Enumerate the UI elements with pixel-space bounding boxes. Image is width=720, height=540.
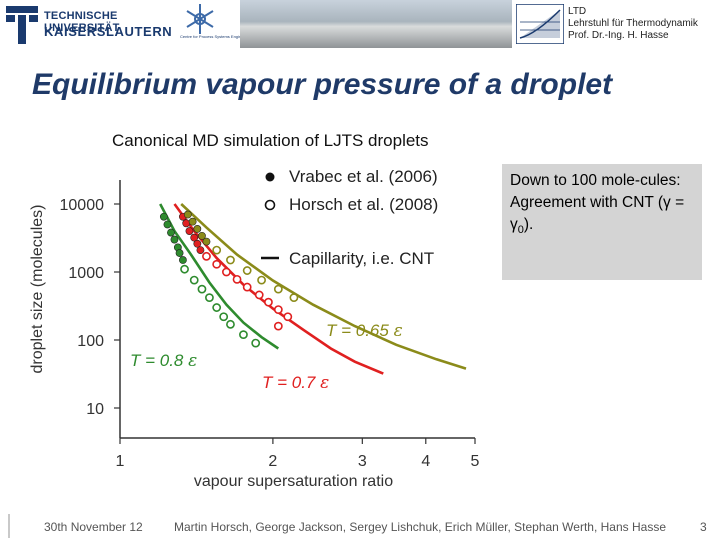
point-horsch-green: [226, 319, 235, 329]
y-tick-label: 100: [77, 333, 104, 350]
point-horsch-olive: [273, 284, 283, 294]
ltd-logo-icon: [516, 4, 564, 44]
point-vrabec-green: [159, 212, 168, 221]
x-axis-label: vapour supersaturation ratio: [194, 473, 393, 490]
point-horsch-red: [283, 312, 293, 322]
footer-date: 30th November 12: [44, 520, 143, 534]
chart-curves: [159, 203, 467, 375]
y-tick-label: 10: [86, 401, 104, 418]
point-vrabec-olive: [183, 210, 192, 219]
series-label-olive: T = 0.65 ε: [326, 321, 403, 341]
point-vrabec-red: [185, 227, 194, 235]
page-number: 3: [700, 520, 707, 534]
legend-label: Vrabec et al. (2006): [289, 167, 438, 186]
point-horsch-green: [251, 338, 261, 348]
point-horsch-red: [202, 251, 211, 261]
agreement-note: Down to 100 mole-cules: Agreement with C…: [502, 164, 702, 280]
legend-open-marker: [264, 199, 276, 211]
chart-legend: Vrabec et al. (2006) Horsch et al. (2008)…: [261, 167, 438, 268]
x-tick-label: 2: [268, 453, 277, 470]
y-tick-label: 10000: [60, 197, 105, 214]
chart-axes: 10 100 1000 10000 1 2 3 4 5 vapour supersaturatio…: [29, 180, 480, 490]
university-name-line2: KAISERSLAUTERN: [44, 24, 173, 39]
point-horsch-red: [273, 305, 283, 314]
snowflake-icon: [186, 4, 214, 34]
point-vrabec-olive: [202, 237, 211, 246]
curve-green: [159, 203, 280, 350]
point-vrabec-green: [170, 235, 179, 244]
point-vrabec-green: [179, 256, 187, 264]
x-tick-label: 3: [358, 453, 367, 470]
droplet-size-chart: 10 100 1000 10000 1 2 3 4 5 vapour supersaturatio…: [29, 167, 480, 490]
point-horsch-green: [219, 312, 229, 322]
header: TECHNISCHE UNIVERSITÄT KAISERSLAUTERN Ce…: [0, 0, 720, 50]
chair-name: Lehrstuhl für Thermodynamik: [568, 18, 698, 29]
point-horsch-green: [205, 293, 214, 303]
point-horsch-green: [197, 284, 207, 294]
epsilon-symbol: ε: [320, 373, 329, 393]
point-vrabec-green: [163, 220, 172, 229]
university-name-line1: TECHNISCHE UNIVERSITÄT: [44, 10, 120, 34]
chart-points: [159, 210, 299, 348]
legend-label: Capillarity, i.e. CNT: [289, 249, 434, 268]
point-horsch-green: [239, 330, 248, 340]
chair-abbrev: LTD: [568, 6, 587, 17]
point-horsch-red: [242, 282, 252, 292]
footer-authors: Martin Horsch, George Jackson, Sergey Li…: [174, 520, 666, 534]
epsilon-symbol: ε: [188, 351, 197, 371]
series-label-green: T = 0.8 ε: [130, 351, 197, 371]
point-horsch-green: [189, 275, 199, 285]
point-vrabec-olive: [198, 231, 206, 240]
legend-label: Horsch et al. (2008): [289, 195, 438, 214]
point-horsch-red: [212, 259, 222, 269]
point-horsch-olive: [257, 275, 266, 285]
x-tick-label: 1: [116, 453, 125, 470]
slide-subtitle: Canonical MD simulation of LJTS droplets: [112, 131, 429, 150]
point-horsch-olive: [212, 245, 222, 255]
university-mark-icon: [6, 6, 38, 44]
footer-divider: [8, 514, 10, 538]
point-vrabec-red: [182, 219, 191, 228]
point-horsch-olive: [226, 255, 235, 265]
cpse-logo[interactable]: Centre for Process Systems Engineering: [162, 2, 252, 48]
point-horsch-red: [264, 297, 273, 307]
slide-title: Equilibrium vapour pressure of a droplet: [32, 68, 613, 101]
legend-filled-marker: [265, 172, 275, 182]
chart-labels: T = 0.8 ε T = 0.7 ε T = 0.65 ε: [130, 321, 403, 393]
point-horsch-olive: [289, 293, 299, 303]
point-vrabec-red: [190, 233, 199, 242]
point-vrabec-red: [193, 239, 202, 248]
point-horsch-green: [180, 264, 189, 274]
series-label-red: T = 0.7 ε: [262, 373, 329, 393]
x-tick-label: 5: [471, 453, 480, 470]
x-tick-label: 4: [421, 453, 430, 470]
point-vrabec-green: [167, 228, 175, 237]
gamma-subscript: 0: [517, 224, 524, 237]
point-horsch-olive: [242, 266, 252, 275]
cpse-caption: Centre for Process Systems Engineering: [180, 34, 253, 39]
point-vrabec-green: [175, 249, 184, 257]
point-vrabec-olive: [193, 225, 202, 233]
header-photo: [240, 0, 512, 48]
chair-info: LTD Lehrstuhl für Thermodynamik Prof. Dr…: [568, 6, 698, 42]
point-horsch-green: [212, 303, 222, 312]
curve-olive: [180, 203, 467, 370]
y-axis-label: droplet size (molecules): [29, 205, 46, 374]
y-tick-label: 1000: [68, 265, 104, 282]
curve-red: [173, 203, 384, 375]
university-logo[interactable]: TECHNISCHE UNIVERSITÄT KAISERSLAUTERN: [6, 6, 172, 46]
point-horsch-red: [273, 321, 283, 331]
point-horsch-red: [222, 267, 231, 277]
point-horsch-red: [254, 290, 264, 300]
epsilon-symbol: ε: [394, 321, 403, 341]
point-vrabec-red: [196, 246, 205, 254]
chair-head: Prof. Dr.-Ing. H. Hasse: [568, 30, 669, 41]
footer: 30th November 12 Martin Horsch, George J…: [0, 510, 720, 540]
point-vrabec-olive: [188, 217, 197, 226]
point-horsch-red: [232, 274, 242, 284]
